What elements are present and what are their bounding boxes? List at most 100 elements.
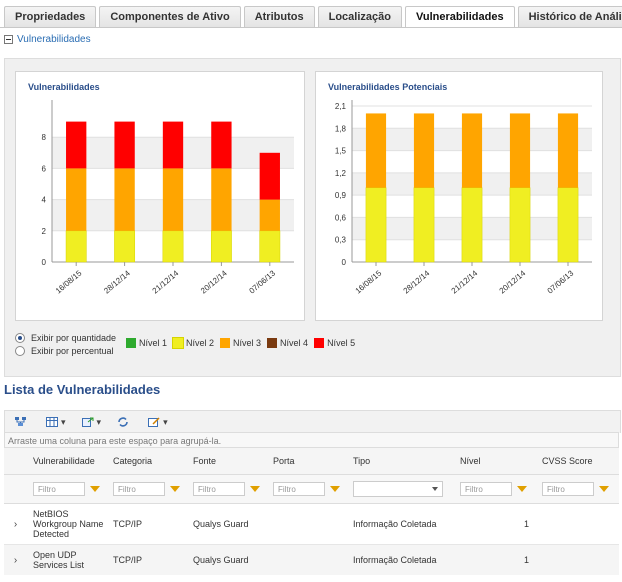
bar-segment xyxy=(66,168,87,231)
cell-categoria: TCP/IP xyxy=(108,503,188,545)
cell-nivel: 1 xyxy=(455,544,537,575)
chart-vulnerabilidades-potenciais-svg: 0 0,3 0,6 0,9 1,2 1,5 1,8 2,1 16/08/15 28/12/14 21… xyxy=(335,100,592,296)
x-tick-label: 16/08/15 xyxy=(54,268,84,295)
funnel-icon[interactable] xyxy=(170,486,180,492)
bar-segment xyxy=(162,230,184,263)
legend-label: Nível 3 xyxy=(233,338,262,348)
option-quantidade[interactable]: Exibir por quantidade xyxy=(15,331,116,344)
filter-input-vulnerabilidade[interactable]: Filtro xyxy=(33,482,85,496)
y-tick-label: 1,8 xyxy=(335,124,347,133)
collapse-icon[interactable] xyxy=(4,35,13,44)
filter-cell: Filtro xyxy=(28,474,108,504)
funnel-icon[interactable] xyxy=(599,486,609,492)
radio-percentual[interactable] xyxy=(15,345,25,356)
column-header-vulnerabilidade[interactable]: Vulnerabilidade xyxy=(28,448,108,475)
chart-vulnerabilidades-potenciais: Vulnerabilidades Potenciais 0 0,3 0,6 0,9 1,… xyxy=(315,71,603,321)
funnel-icon[interactable] xyxy=(90,486,100,492)
filter-select-tipo[interactable] xyxy=(353,481,443,497)
tab-atributos[interactable]: Atributos xyxy=(243,6,315,27)
y-tick-label: 6 xyxy=(42,164,47,173)
cell-cvss-score xyxy=(537,544,619,575)
cell-tipo: Informação Coletada xyxy=(348,544,455,575)
expand-row-icon[interactable]: › xyxy=(4,544,28,575)
x-tick-label: 28/12/14 xyxy=(102,268,132,295)
filter-cell-empty xyxy=(4,474,28,504)
column-header-categoria[interactable]: Categoria xyxy=(108,448,188,475)
legend-label: Nível 5 xyxy=(327,338,356,348)
radio-quantidade[interactable] xyxy=(15,332,25,343)
option-percentual[interactable]: Exibir por percentual xyxy=(15,344,116,357)
table-row[interactable]: › Open UDP Services List TCP/IP Qualys G… xyxy=(4,544,619,575)
edit-button[interactable]: ▾ xyxy=(148,414,168,430)
funnel-icon[interactable] xyxy=(250,486,260,492)
tab-localizacao[interactable]: Localização xyxy=(317,6,402,27)
charts-panel: Vulnerabilidades 0 2 4 6 8 16/08/15 28/12/14 21… xyxy=(4,58,621,377)
refresh-button[interactable] xyxy=(117,414,132,430)
legend-item: Nível 3 xyxy=(220,338,261,348)
group-button[interactable] xyxy=(15,414,30,430)
chevron-down-icon: ▾ xyxy=(61,416,66,427)
legend-item: Nível 4 xyxy=(267,338,308,348)
group-drop-area[interactable]: Arraste uma coluna para este espaço para… xyxy=(4,432,619,448)
filter-cell: Filtro xyxy=(108,474,188,504)
bar-segment xyxy=(365,113,387,188)
bar-segment xyxy=(557,113,579,188)
filter-input-nivel[interactable]: Filtro xyxy=(460,482,512,496)
tab-propriedades[interactable]: Propriedades xyxy=(4,6,97,27)
cell-vulnerabilidade: Open UDP Services List xyxy=(28,544,108,575)
y-tick-label: 2 xyxy=(42,227,47,236)
chart-vulnerabilidades-svg: 0 2 4 6 8 16/08/15 28/12/14 21/12/14 20/12/14 07/… xyxy=(42,100,294,296)
filter-input-cvss-score[interactable]: Filtro xyxy=(542,482,594,496)
bar-segment xyxy=(413,113,435,188)
column-header-fonte[interactable]: Fonte xyxy=(188,448,268,475)
x-tick-label: 28/12/14 xyxy=(402,268,432,295)
filter-input-categoria[interactable]: Filtro xyxy=(113,482,165,496)
cell-vulnerabilidade: NetBIOS Workgroup Name Detected xyxy=(28,503,108,545)
filter-input-porta[interactable]: Filtro xyxy=(273,482,325,496)
expand-row-icon[interactable]: › xyxy=(4,503,28,545)
cell-tipo: Informação Coletada xyxy=(348,503,455,545)
y-tick-label: 0 xyxy=(342,258,347,267)
cell-porta xyxy=(268,544,348,575)
columns-icon xyxy=(46,417,58,427)
export-button[interactable]: ▾ xyxy=(81,414,101,430)
tab-historico-de-analises[interactable]: Histórico de Análises xyxy=(517,6,622,27)
funnel-icon[interactable] xyxy=(330,486,340,492)
bar-segment xyxy=(259,152,280,200)
expand-column-header xyxy=(4,448,28,475)
bar-segment xyxy=(211,168,232,231)
section-toggle[interactable]: Vulnerabilidades xyxy=(4,34,91,45)
x-tick-label: 20/12/14 xyxy=(199,268,229,295)
filter-input-fonte[interactable]: Filtro xyxy=(193,482,245,496)
column-header-tipo[interactable]: Tipo xyxy=(348,448,455,475)
bar-segment xyxy=(509,113,531,188)
tab-componentes-de-ativo[interactable]: Componentes de Ativo xyxy=(99,6,241,27)
column-header-cvss-score[interactable]: CVSS Score xyxy=(537,448,619,475)
cell-fonte: Qualys Guard xyxy=(188,544,268,575)
cell-nivel: 1 xyxy=(455,503,537,545)
bar-segment xyxy=(65,230,87,263)
option-label: Exibir por percentual xyxy=(31,345,114,356)
y-tick-label: 1,5 xyxy=(335,147,347,156)
y-tick-label: 0,9 xyxy=(335,191,347,200)
columns-button[interactable]: ▾ xyxy=(46,414,66,430)
vulnerabilities-grid: Vulnerabilidade Categoria Fonte Porta Ti… xyxy=(4,448,619,575)
column-header-porta[interactable]: Porta xyxy=(268,448,348,475)
funnel-icon[interactable] xyxy=(517,486,527,492)
chart-title: Vulnerabilidades Potenciais xyxy=(328,82,448,92)
x-tick-label: 16/08/15 xyxy=(354,268,384,295)
tab-vulnerabilidades[interactable]: Vulnerabilidades xyxy=(404,6,515,28)
cell-categoria: TCP/IP xyxy=(108,544,188,575)
filter-cell: Filtro xyxy=(455,474,537,504)
bar-segment xyxy=(211,121,232,169)
filter-cell: Filtro xyxy=(537,474,619,504)
legend-swatch xyxy=(126,338,136,348)
list-title: Lista de Vulnerabilidades xyxy=(4,382,161,397)
y-tick-label: 0 xyxy=(42,258,47,267)
bar-segment xyxy=(162,168,184,231)
column-header-nivel[interactable]: Nível xyxy=(455,448,537,475)
table-row[interactable]: › NetBIOS Workgroup Name Detected TCP/IP… xyxy=(4,503,619,545)
legend-label: Nível 1 xyxy=(139,338,168,348)
hierarchy-icon xyxy=(15,417,26,426)
x-tick-label: 20/12/14 xyxy=(498,268,528,295)
